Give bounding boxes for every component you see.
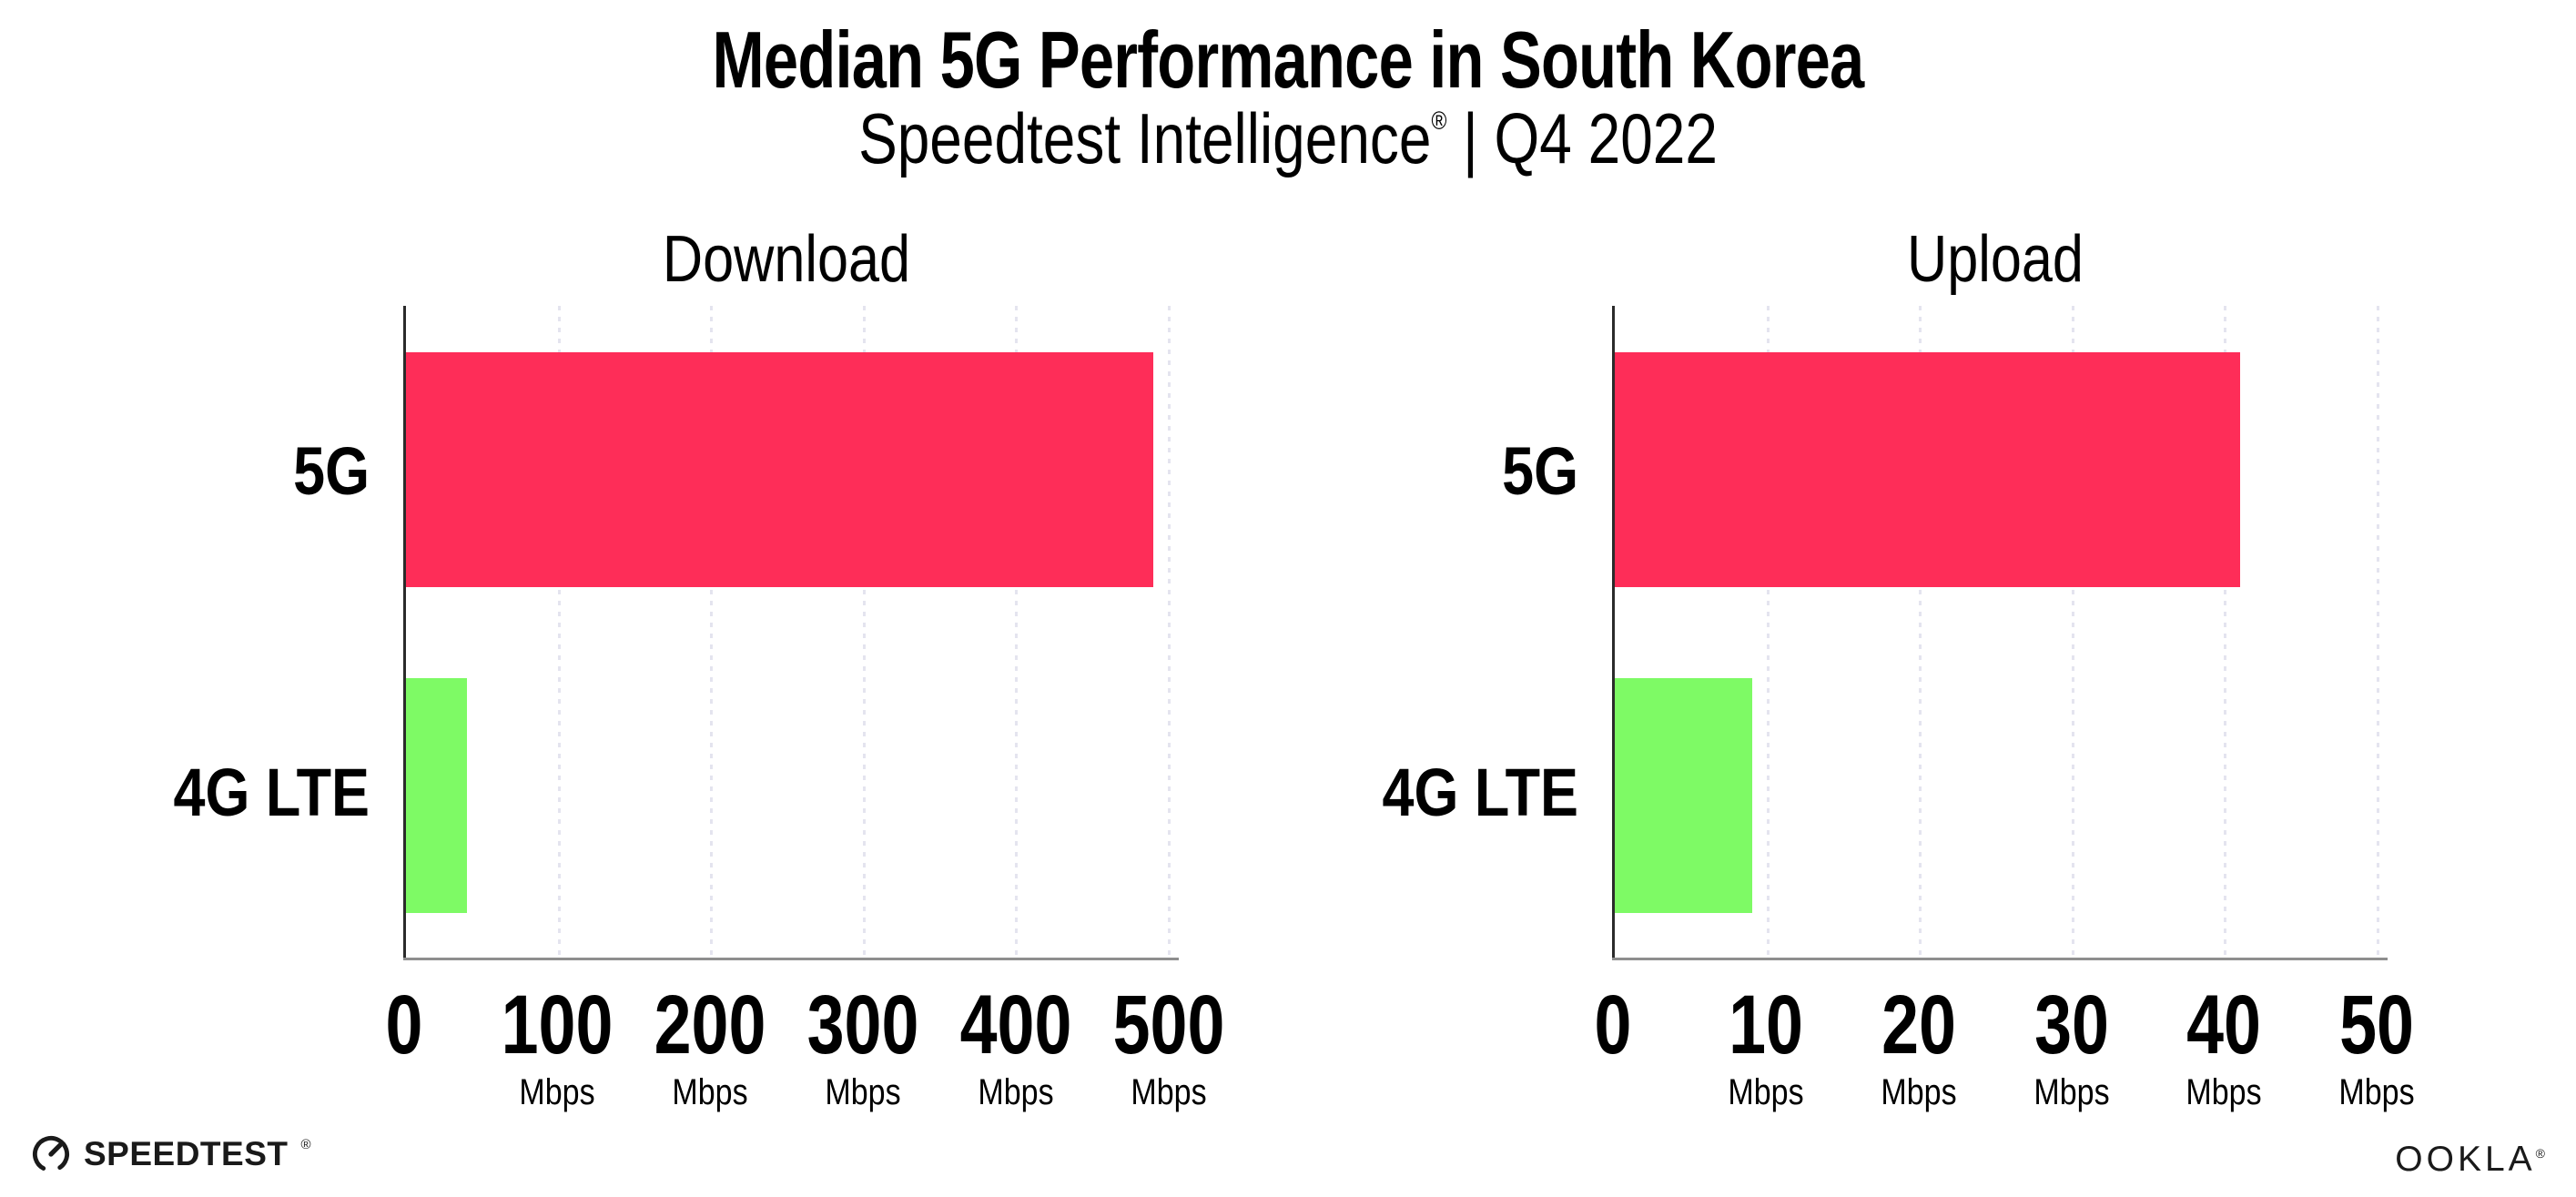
- x-tick-500-download: 500 Mbps: [1112, 979, 1225, 1112]
- x-tick-50-upload: 50 Mbps: [2338, 979, 2415, 1112]
- gridline: [1766, 306, 1770, 958]
- download-y-axis-line: [403, 306, 406, 960]
- speedtest-gauge-icon: [31, 1134, 71, 1174]
- gridline: [2377, 306, 2379, 958]
- upload-x-axis-line: [1612, 958, 2388, 960]
- gridline: [2071, 306, 2074, 958]
- registered-mark: ®: [300, 1136, 311, 1152]
- upload-chart-title: Upload: [1907, 223, 2084, 296]
- ookla-logo: OOKLA®: [2395, 1140, 2545, 1180]
- gridline: [710, 306, 714, 958]
- page-title: Median 5G Performance in South Korea: [712, 15, 1865, 105]
- gridline: [557, 306, 561, 958]
- gridline: [1015, 306, 1019, 958]
- category-label-5g-download: 5G: [293, 433, 370, 509]
- subtitle-brand: Speedtest Intelligence: [858, 98, 1432, 178]
- x-tick-30-upload: 30 Mbps: [2033, 979, 2110, 1112]
- gridline: [1919, 306, 1922, 958]
- bar-4glte-upload: [1615, 678, 1752, 913]
- page-subtitle: Speedtest Intelligence® | Q4 2022: [232, 98, 2345, 178]
- category-label-4glte-download: 4G LTE: [173, 755, 370, 830]
- bar-4glte-download: [406, 678, 468, 913]
- x-tick-200-download: 200 Mbps: [654, 979, 766, 1112]
- speedtest-wordmark: SPEEDTEST: [84, 1135, 289, 1172]
- x-tick-10-upload: 10 Mbps: [1728, 979, 1804, 1112]
- gridline: [2224, 306, 2227, 958]
- ookla-wordmark: OOKLA: [2395, 1140, 2536, 1179]
- bar-5g-upload: [1615, 352, 2241, 587]
- download-x-axis-line: [403, 958, 1179, 960]
- x-tick-40-upload: 40 Mbps: [2186, 979, 2262, 1112]
- x-tick-20-upload: 20 Mbps: [1881, 979, 1957, 1112]
- subtitle-period: | Q4 2022: [1463, 98, 1718, 178]
- category-label-4glte-upload: 4G LTE: [1382, 755, 1578, 830]
- gridline: [1168, 306, 1171, 958]
- x-tick-300-download: 300 Mbps: [806, 979, 919, 1112]
- registered-mark: ®: [2535, 1146, 2545, 1161]
- x-tick-0-upload: 0: [1594, 979, 1632, 1071]
- category-label-5g-upload: 5G: [1502, 433, 1578, 509]
- download-plot-area: [406, 306, 1171, 958]
- download-chart-title: Download: [662, 223, 911, 296]
- bar-5g-download: [406, 352, 1154, 587]
- upload-y-axis-line: [1612, 306, 1615, 960]
- speedtest-logo: SPEEDTEST ®: [31, 1134, 311, 1174]
- registered-mark: ®: [1431, 107, 1447, 135]
- gridline: [862, 306, 866, 958]
- x-tick-100-download: 100 Mbps: [501, 979, 614, 1112]
- x-tick-0-download: 0: [385, 979, 423, 1071]
- x-tick-400-download: 400 Mbps: [959, 979, 1072, 1112]
- upload-plot-area: [1615, 306, 2379, 958]
